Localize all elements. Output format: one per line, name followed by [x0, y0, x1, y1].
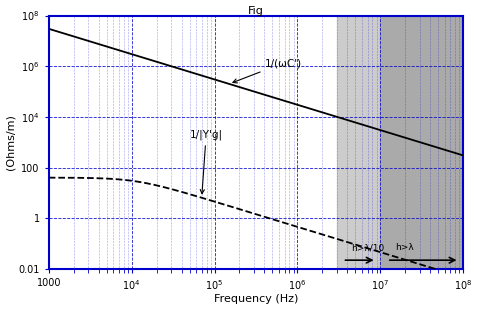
Text: 1/(ωC'): 1/(ωC') — [233, 58, 302, 83]
Y-axis label: (Ohms/m): (Ohms/m) — [6, 114, 16, 170]
Title: Fig: Fig — [248, 6, 264, 16]
Bar — [337, 16, 380, 269]
X-axis label: Frequency (Hz): Frequency (Hz) — [214, 294, 298, 304]
Text: h>λ: h>λ — [395, 243, 413, 252]
Bar — [380, 16, 463, 269]
Text: 1/|Y'g|: 1/|Y'g| — [190, 130, 223, 194]
Text: h>λ/10: h>λ/10 — [352, 243, 385, 252]
